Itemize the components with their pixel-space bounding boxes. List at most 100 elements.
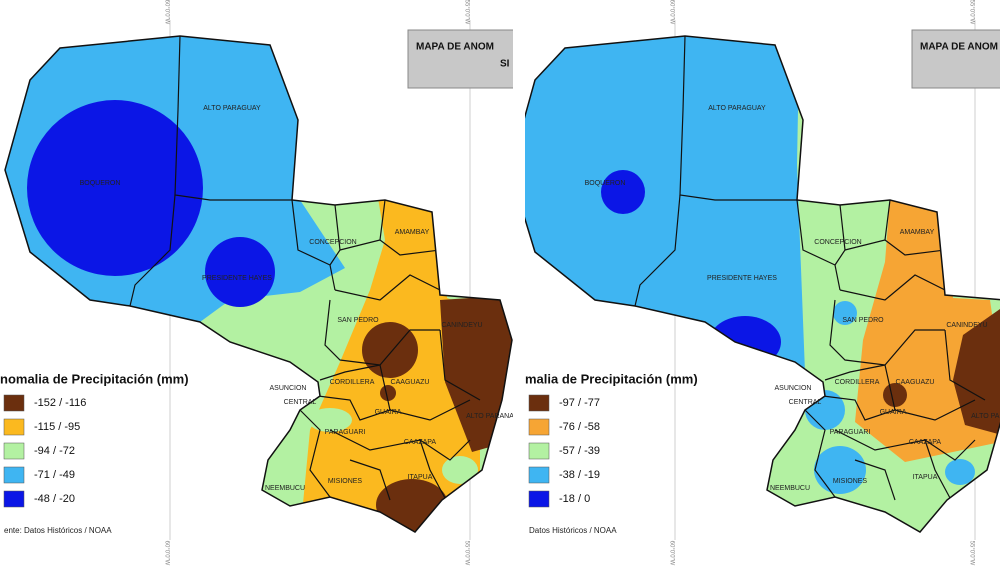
panel-separator <box>513 0 525 570</box>
coord-label: 55°0'0"W <box>463 0 469 25</box>
title-box <box>407 29 513 89</box>
country-border <box>4 35 513 533</box>
department-label: PARAGUARI <box>830 429 871 436</box>
department-border <box>299 409 331 498</box>
department-label: CONCEPCION <box>309 239 356 246</box>
department-label: ITAPUA <box>913 474 938 481</box>
department-border <box>349 459 391 501</box>
legend-swatch <box>528 442 550 460</box>
coord-label: 60°0'0"W <box>163 0 169 25</box>
department-label: CAAGUAZU <box>391 379 430 386</box>
anomaly-zone <box>380 385 396 401</box>
department-label: MISIONES <box>833 478 868 485</box>
department-border <box>419 439 446 499</box>
department-border <box>944 329 986 401</box>
department-label: CAAZAPA <box>909 439 941 446</box>
department-label: CONCEPCION <box>814 239 861 246</box>
department-border <box>829 299 945 366</box>
anomaly-zone <box>440 295 512 452</box>
anomaly-zone <box>953 295 1000 440</box>
department-border <box>854 459 896 501</box>
legend-label: -38 / -19 <box>559 469 600 481</box>
anomaly-layer <box>525 36 1000 532</box>
department-border <box>324 299 440 366</box>
legend-swatch <box>3 490 25 508</box>
department-label: CANINDEYU <box>946 322 987 329</box>
department-label: AMAMBAY <box>900 229 935 236</box>
department-border <box>129 194 176 307</box>
legend-swatch <box>528 490 550 508</box>
department-label: PRESIDENTE HAYES <box>707 275 777 282</box>
legend-label: -57 / -39 <box>559 445 600 457</box>
anomaly-zone <box>308 408 352 432</box>
title-box <box>911 29 1000 89</box>
department-border <box>824 364 886 381</box>
anomaly-layer <box>5 36 512 532</box>
anomaly-zone <box>883 383 907 407</box>
department-label: SAN PEDRO <box>337 317 379 324</box>
department-border <box>839 274 946 301</box>
department-label: AMAMBAY <box>395 229 430 236</box>
legend-label: -48 / -20 <box>34 493 75 505</box>
source: Datos Históricos / NOAA <box>529 526 617 535</box>
department-label: ASUNCION <box>270 385 307 392</box>
country-border <box>525 35 1000 533</box>
department-border <box>334 274 441 301</box>
anomaly-zone <box>833 301 857 325</box>
title-line2: SI <box>500 59 510 70</box>
department-label: BOQUERON <box>585 180 626 187</box>
department-label: ALTO PARANA <box>466 413 514 420</box>
coord-label: 60°0'0"W <box>668 541 674 566</box>
department-border <box>379 239 441 256</box>
department-border <box>804 409 836 498</box>
legend-label: -94 / -72 <box>34 445 75 457</box>
department-label: PRESIDENTE HAYES <box>202 275 272 282</box>
legend-swatch <box>528 418 550 436</box>
department-label: ALTO PARAGUAY <box>708 105 766 112</box>
legend-label: -152 / -116 <box>34 397 86 409</box>
coord-label: 55°0'0"W <box>463 541 469 566</box>
legend-label: -71 / -49 <box>34 469 75 481</box>
legend-label: -76 / -58 <box>559 421 600 433</box>
department-border <box>884 239 946 256</box>
legend-swatch <box>528 394 550 412</box>
coord-label: 60°0'0"W <box>163 541 169 566</box>
department-label: GUAIRA <box>880 409 907 416</box>
coord-label: 55°0'0"W <box>968 541 974 566</box>
department-border <box>291 199 336 291</box>
department-label: ALTO PARAGUAY <box>203 105 261 112</box>
department-label: BOQUERON <box>80 180 121 187</box>
department-border <box>796 199 841 291</box>
department-label: MISIONES <box>328 478 363 485</box>
title: MAPA DE ANOM <box>416 42 494 53</box>
anomaly-zone <box>601 170 645 214</box>
department-label: NEEMBUCU <box>265 485 305 492</box>
anomaly-zone <box>814 446 866 494</box>
department-label: SAN PEDRO <box>842 317 884 324</box>
map-panel: ALTO PARAGUAY BOQUERON PRESIDENTE HAYES CON… <box>0 0 514 566</box>
map-panel: ALTO PARAGUAY BOQUERON PRESIDENTE HAYES CON… <box>525 0 1000 566</box>
coord-label: 55°0'0"W <box>968 0 974 25</box>
department-border <box>317 395 391 421</box>
department-border <box>924 439 951 499</box>
department-label: CAAZAPA <box>404 439 436 446</box>
department-border <box>884 364 976 421</box>
department-label: PARAGUARI <box>325 429 366 436</box>
department-label: ITAPUA <box>408 474 433 481</box>
legend-swatch <box>3 418 25 436</box>
legend-swatch <box>3 394 25 412</box>
legend-title: nomalia de Precipitación (mm) <box>0 371 189 386</box>
department-label: NEEMBUCU <box>770 485 810 492</box>
department-label: CORDILLERA <box>330 379 375 386</box>
department-border <box>822 395 896 421</box>
legend-swatch <box>528 466 550 484</box>
legend-label: -18 / 0 <box>559 493 590 505</box>
anomaly-zone <box>442 456 478 484</box>
department-label: CAAGUAZU <box>896 379 935 386</box>
department-label: CENTRAL <box>284 399 317 406</box>
source: ente: Datos Históricos / NOAA <box>4 526 112 535</box>
title: MAPA DE ANOM <box>920 42 998 53</box>
department-border <box>634 194 681 307</box>
department-label: CORDILLERA <box>835 379 880 386</box>
